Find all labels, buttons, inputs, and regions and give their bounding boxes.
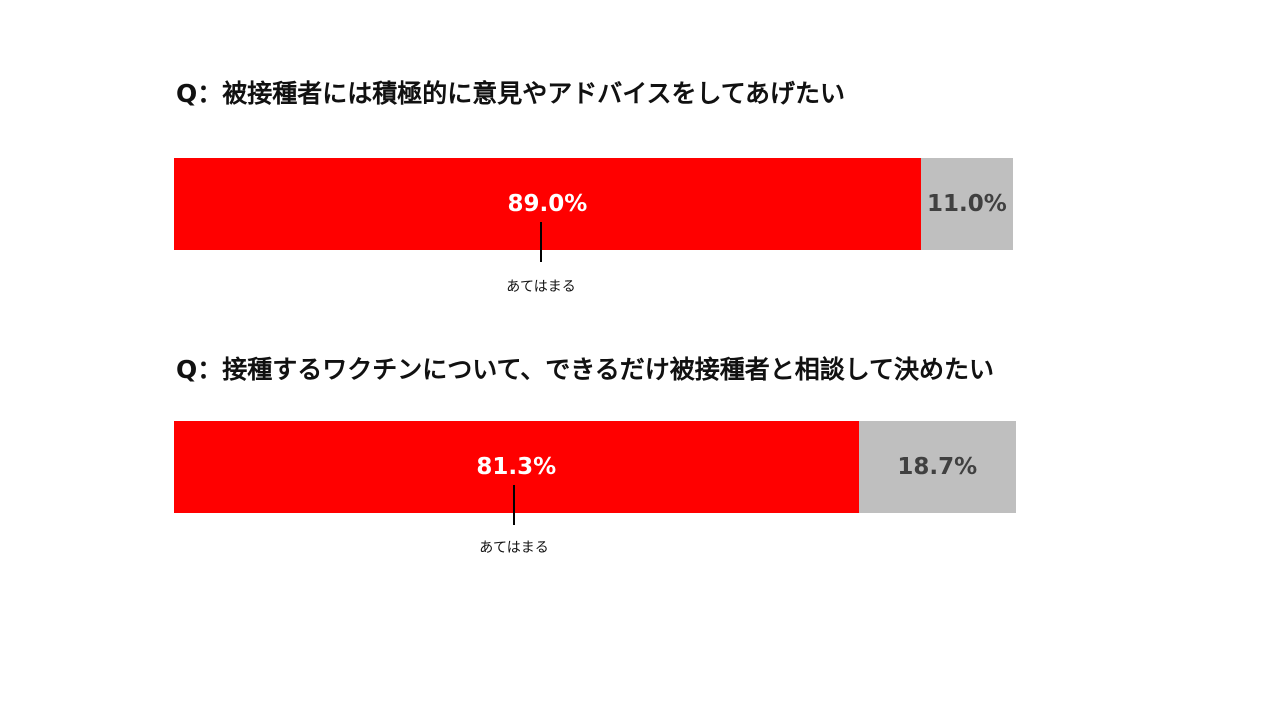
chart-2-bar-yes: 81.3%: [174, 421, 859, 513]
chart-1-bar-no-label: 11.0%: [926, 191, 1007, 217]
chart-1-bar-no: 11.0%: [920, 158, 1013, 250]
chart-1-bar-yes-label: 89.0%: [507, 191, 588, 217]
chart-2-annotation: あてはまる: [479, 540, 549, 556]
chart-1-stacked-bar: 89.0% 11.0%: [174, 158, 1013, 250]
chart-2-bar-yes-label: 81.3%: [476, 454, 557, 480]
chart-1-leader-line: [540, 222, 542, 262]
chart-1-title: Q：被接種者には積極的に意見やアドバイスをしてあげたい: [176, 79, 846, 108]
chart-2-stacked-bar: 81.3% 18.7%: [174, 421, 1016, 513]
chart-2-title: Q：接種するワクチンについて、できるだけ被接種者と相談して決めたい: [176, 355, 995, 384]
chart-1-bar-yes: 89.0%: [174, 158, 921, 250]
chart-2-bar-no: 18.7%: [858, 421, 1016, 513]
chart-2-leader-line: [513, 485, 515, 525]
chart-1-annotation: あてはまる: [506, 279, 576, 295]
chart-2-bar-no-label: 18.7%: [897, 454, 978, 480]
